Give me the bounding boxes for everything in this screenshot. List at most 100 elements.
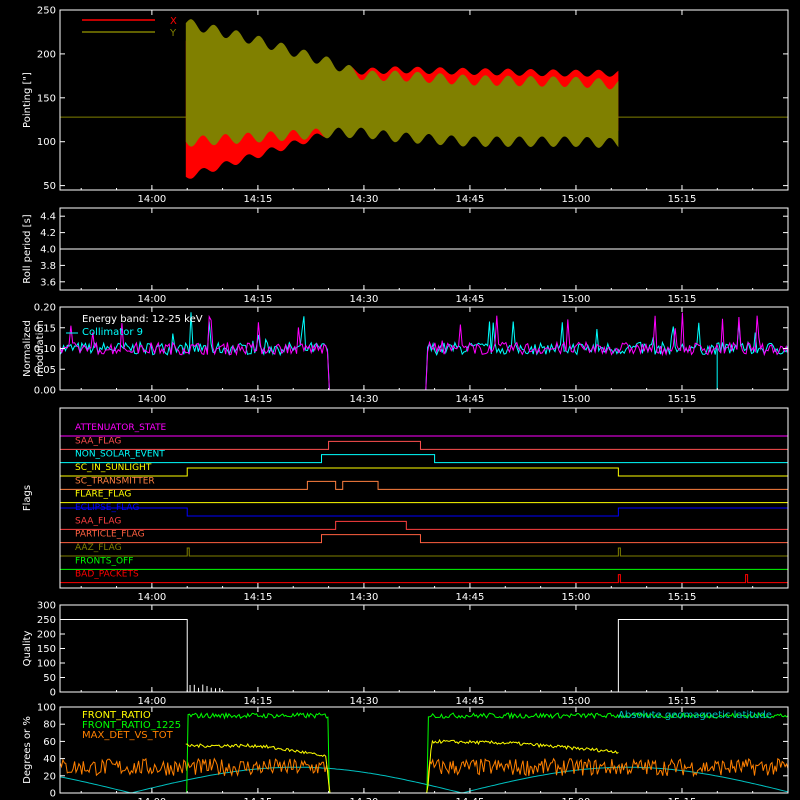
legend-label-x: X <box>170 16 177 27</box>
x-tick-label: 14:45 <box>456 194 485 205</box>
flag-line-eclipse-flag <box>59 507 789 517</box>
flag-line-non-solar-event <box>60 454 788 464</box>
flag-label-sc-transmitter: SC_TRANSMITTER <box>75 476 155 486</box>
y-tick-label: 100 <box>37 703 56 714</box>
y-tick-label: 0 <box>50 688 56 699</box>
x-tick-label: 14:30 <box>350 294 379 305</box>
y-tick-label: 0.20 <box>34 303 56 314</box>
flag-label-attenuator-state: ATTENUATOR_STATE <box>75 423 167 433</box>
x-tick-label: 15:00 <box>562 194 591 205</box>
legend-front-ratio: FRONT_RATIO <box>82 710 151 721</box>
flag-line-bad-packets <box>60 574 788 584</box>
y-axis-label: Normalized <box>22 320 33 377</box>
y-tick-label: 0.15 <box>34 323 56 334</box>
x-tick-label: 14:30 <box>350 592 379 603</box>
x-tick-label: 14:00 <box>137 696 166 707</box>
flag-label-aaz-flag: AAZ_FLAG <box>75 543 122 553</box>
y-tick-label: 0 <box>50 789 56 800</box>
flag-line-sc-transmitter <box>60 480 788 490</box>
flag-line-aaz-flag <box>60 547 788 557</box>
y-tick-label: 3.8 <box>40 261 56 272</box>
x-tick-label: 14:30 <box>350 394 379 405</box>
flag-line-saa-flag <box>60 520 788 530</box>
y-tick-label: 50 <box>43 673 56 684</box>
y-tick-label: 200 <box>37 630 56 641</box>
flag-label-flare-flag: FLARE_FLAG <box>75 490 131 500</box>
x-tick-label: 14:15 <box>243 797 272 800</box>
x-tick-label: 15:15 <box>668 394 697 405</box>
x-tick-label: 15:15 <box>668 294 697 305</box>
x-tick-label: 14:45 <box>456 294 485 305</box>
x-tick-label: 15:00 <box>562 592 591 603</box>
x-tick-label: 14:30 <box>350 797 379 800</box>
x-tick-label: 14:00 <box>137 194 166 205</box>
plot-frame <box>59 9 789 191</box>
plot-frame <box>59 407 789 589</box>
y-tick-label: 150 <box>37 644 56 655</box>
series-y-band <box>185 19 619 148</box>
y-tick-label: 3.6 <box>40 277 56 288</box>
x-tick-label: 14:00 <box>137 592 166 603</box>
ratio-panel: 0 20 40 60 80 100 14:00 14:15 14:30 14:45 15:00 15:… <box>22 703 789 800</box>
x-tick-label: 14:45 <box>456 797 485 800</box>
x-tick-label: 14:00 <box>137 294 166 305</box>
y-tick-label: 40 <box>43 754 56 765</box>
legend-label-y: Y <box>169 28 177 39</box>
y-tick-label: 50 <box>43 181 56 192</box>
x-tick-label: 15:15 <box>668 194 697 205</box>
quality-line <box>60 619 788 693</box>
collimator-annotation: Collimator 9 <box>82 327 143 338</box>
legend-geomagnetic-latitude: Absolute geomagnetic latitude <box>618 710 772 721</box>
y-tick-label: 150 <box>37 93 56 104</box>
flag-label-eclipse-flag: ECLIPSE_FLAG <box>75 503 139 513</box>
y-axis-label: Pointing ["] <box>22 72 33 128</box>
modulation-panel: 0.00 0.05 0.10 0.15 0.20 14:00 14:15 14:30 14:45… <box>22 303 789 405</box>
y-tick-label: 200 <box>37 49 56 60</box>
flags-panel: ATTENUATOR_STATE SAA_FLAG NON_SOLAR_EVENT S… <box>22 407 789 603</box>
flag-label-bad-packets: BAD_PACKETS <box>75 570 139 580</box>
flag-label-saa-flag: SAA_FLAG <box>75 516 121 526</box>
y-axis-label: Flags <box>22 485 33 511</box>
flag-line-particle-flag <box>60 534 788 544</box>
x-tick-label: 15:15 <box>668 797 697 800</box>
front-ratio-line <box>185 738 619 794</box>
flag-label-fronts-off: FRONTS_OFF <box>75 556 133 566</box>
y-tick-label: 4.4 <box>40 212 56 223</box>
geomagnetic-latitude-line <box>59 766 789 794</box>
x-tick-label: 15:00 <box>562 797 591 800</box>
y-tick-label: 0.00 <box>34 386 56 397</box>
y-axis-label-2: modulation <box>35 320 46 377</box>
x-tick-label: 14:00 <box>137 394 166 405</box>
x-tick-label: 15:00 <box>562 394 591 405</box>
x-tick-label: 14:15 <box>243 194 272 205</box>
x-tick-label: 14:00 <box>137 797 166 800</box>
y-tick-label: 100 <box>37 137 56 148</box>
x-tick-label: 14:15 <box>243 394 272 405</box>
y-tick-label: 4.2 <box>40 228 56 239</box>
x-tick-label: 14:45 <box>456 592 485 603</box>
x-tick-label: 14:45 <box>456 696 485 707</box>
y-tick-label: 250 <box>37 615 56 626</box>
flag-label-sc-in-sunlight: SC_IN_SUNLIGHT <box>75 463 152 473</box>
flag-line-sc-in-sunlight <box>60 467 788 477</box>
y-tick-label: 0.10 <box>34 344 56 355</box>
y-tick-label: 20 <box>43 771 56 782</box>
pointing-panel: 50 100 150 200 250 14:00 14:15 14:30 14:45 15:00 1… <box>22 6 789 205</box>
legend-front-ratio-1225: FRONT_RATIO_1225 <box>82 720 181 731</box>
y-axis-label: Degrees or % <box>22 716 33 784</box>
max-det-vs-tot-line <box>59 757 789 794</box>
x-tick-label: 14:15 <box>243 696 272 707</box>
x-tick-label: 15:00 <box>562 696 591 707</box>
x-tick-label: 15:00 <box>562 294 591 305</box>
y-tick-label: 60 <box>43 737 56 748</box>
y-tick-label: 80 <box>43 720 56 731</box>
legend-max-det-vs-tot: MAX_DET_VS_TOT <box>82 730 174 741</box>
x-tick-label: 15:15 <box>668 696 697 707</box>
flag-label-particle-flag: PARTICLE_FLAG <box>75 530 145 540</box>
y-tick-label: 0.05 <box>34 365 56 376</box>
quality-panel: 0 50 100 150 200 250 300 14:00 14:15 14:30 14:45 15… <box>22 601 789 707</box>
x-tick-label: 14:15 <box>243 294 272 305</box>
plot-frame <box>59 604 789 693</box>
flag-label-saa-flag: SAA_FLAG <box>75 436 121 446</box>
